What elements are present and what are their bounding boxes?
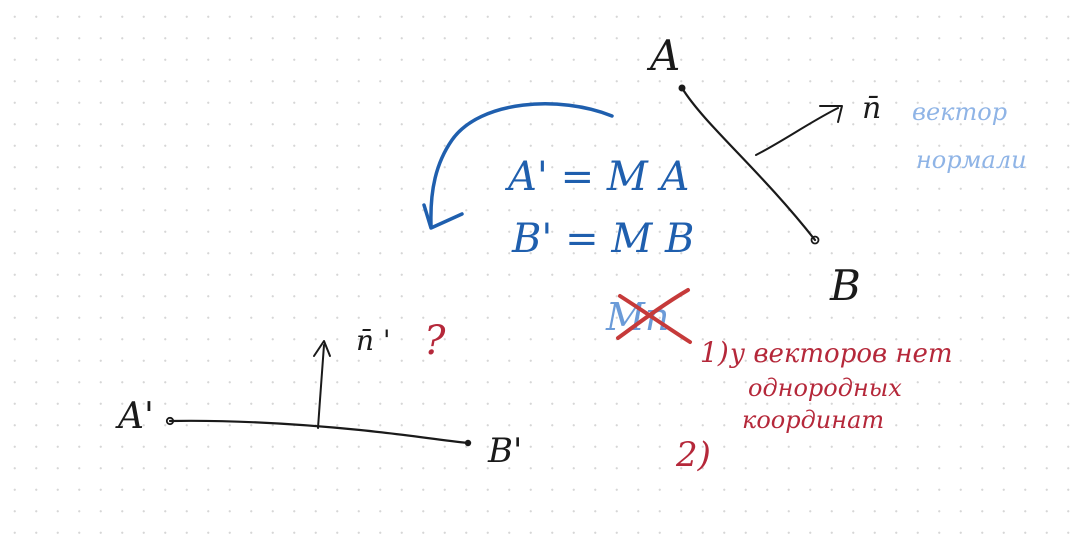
label-normal-n: n̄ (862, 91, 881, 126)
note-item-1-line-1: у векторов нет (729, 339, 953, 369)
label-normal-n-prime: n̄ ' (356, 324, 391, 357)
crossed-out-term: Mn (605, 295, 669, 339)
note-normal: нормали (916, 146, 1027, 174)
point-b-dot (810, 235, 820, 245)
crossed-out-group: Mn (605, 288, 692, 344)
label-point-a: A (646, 31, 680, 80)
transform-group: A' = M A B' = M B (422, 102, 694, 262)
equation-b-prime: B' = M B (511, 216, 694, 262)
normal-vector-n (755, 107, 839, 156)
top-segment-group: A B n̄ вектор нормали (646, 31, 1027, 310)
curved-arrowhead-icon (422, 203, 464, 230)
segment-a-prime-b-prime (168, 419, 470, 445)
question-mark: ? (424, 318, 446, 364)
segment-ab (680, 86, 817, 242)
note-item-1-number: 1) (700, 336, 729, 369)
normal-prime-arrowhead-icon (313, 340, 331, 357)
normal-vector-n-prime (317, 344, 325, 429)
point-a-prime-dot (165, 416, 175, 426)
point-a-dot (678, 84, 686, 92)
red-notes-group: 1) у векторов нет однородных координат 2… (675, 336, 953, 475)
normal-arrowhead-icon (819, 105, 843, 123)
equation-a-prime: A' = M A (504, 154, 689, 200)
bottom-segment-group: A' B' n̄ ' ? (115, 318, 522, 471)
point-b-prime-dot (464, 439, 472, 447)
label-point-b-prime: B' (487, 431, 522, 471)
note-item-1-line-2: однородных (748, 374, 902, 402)
note-item-1-line-3: координат (742, 406, 884, 434)
cross-out-stroke-2 (616, 288, 690, 340)
label-point-a-prime: A' (115, 396, 154, 437)
note-item-2-number: 2) (675, 435, 711, 475)
cross-out-stroke-1 (618, 294, 692, 344)
note-vector: вектор (912, 98, 1007, 126)
label-point-b: B (829, 261, 861, 310)
curved-transform-arrow (429, 102, 614, 227)
